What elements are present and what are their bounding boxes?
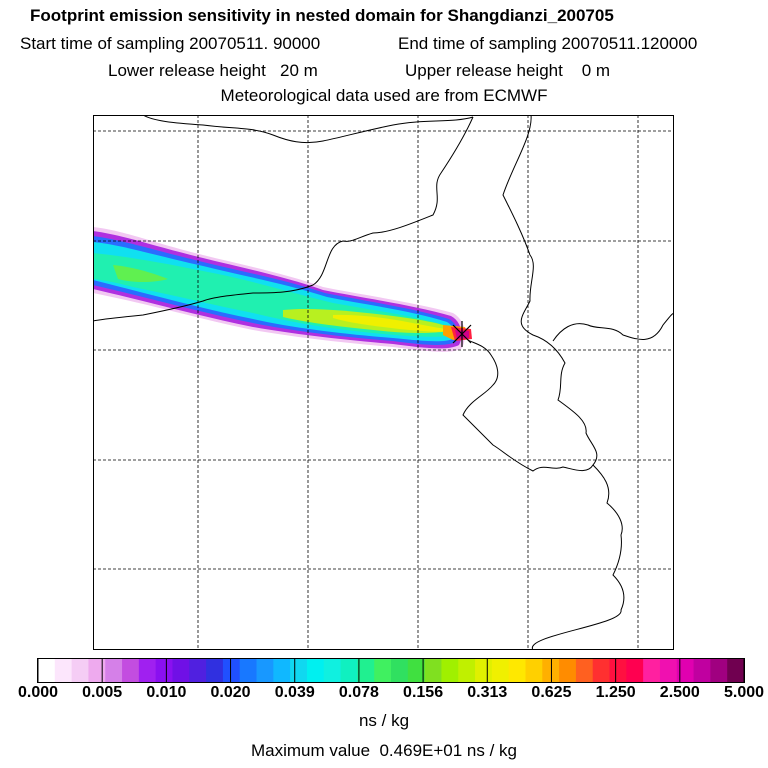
- colorbar-cell: [172, 659, 190, 682]
- colorbar-tick-label: 0.005: [82, 684, 123, 701]
- colorbar-cell: [105, 659, 123, 682]
- end-time-label: End time of sampling 20070511.120000: [398, 34, 698, 53]
- colorbar-cell: [290, 659, 308, 682]
- colorbar-cell: [222, 659, 241, 682]
- colorbar-tick-label: 0.000: [17, 684, 59, 701]
- colorbar-cell: [88, 659, 106, 682]
- grid-lines: [93, 115, 674, 650]
- colorbar-cell: [206, 659, 224, 682]
- plume-layer-green: [113, 265, 168, 282]
- colorbar-cell: [609, 659, 627, 682]
- colorbar-cell: [374, 659, 392, 682]
- colorbar-cell: [592, 659, 611, 682]
- colorbar-cell: [626, 659, 644, 682]
- colorbar-tick-label: 0.156: [403, 684, 444, 701]
- chart-title: Footprint emission sensitivity in nested…: [30, 6, 614, 25]
- colorbar-cell: [122, 659, 140, 682]
- colorbar-tick-label: 2.500: [659, 684, 700, 701]
- colorbar-cell: [189, 659, 207, 682]
- lower-height-label: Lower release height 20 m: [108, 61, 318, 80]
- colorbar-cell: [340, 659, 358, 682]
- start-time-label: Start time of sampling 20070511. 90000: [20, 34, 321, 53]
- coastlines: [93, 115, 674, 650]
- colorbar-tick-label: 0.039: [274, 684, 315, 701]
- plume: [93, 227, 472, 352]
- plume-layer-yellow: [333, 314, 453, 332]
- footprint-map: [93, 115, 674, 650]
- colorbar-cell: [458, 659, 476, 682]
- colorbar-cell: [391, 659, 409, 682]
- colorbar-cell: [273, 659, 291, 682]
- colorbar-tick-label: 0.078: [338, 684, 379, 701]
- upper-height-label: Upper release height 0 m: [405, 61, 611, 80]
- colorbar-tick-label: 0.020: [210, 684, 251, 701]
- colorbar-cell: [424, 659, 443, 682]
- colorbar-cell: [138, 659, 157, 682]
- map-frame: [93, 115, 674, 650]
- colorbar-cell: [306, 659, 325, 682]
- colorbar-tick-label: 5.000: [723, 684, 765, 701]
- colorbar-cell: [491, 659, 510, 682]
- colorbar-cell: [441, 659, 459, 682]
- colorbar-cell: [508, 659, 527, 682]
- colorbar-cells: [38, 659, 745, 682]
- colorbar-cell: [155, 659, 174, 682]
- colorbar-tick-label: 0.625: [531, 684, 572, 701]
- colorbar-cell: [71, 659, 90, 682]
- maximum-value-label: Maximum value 0.469E+01 ns / kg: [251, 741, 517, 760]
- colorbar-tick-label: 1.250: [595, 684, 636, 701]
- colorbar-cell: [659, 659, 678, 682]
- colorbar-cell: [559, 659, 577, 682]
- receptor-marker: [452, 321, 472, 347]
- colorbar-cell: [38, 659, 56, 682]
- colorbar-cell: [475, 659, 493, 682]
- colorbar-cell: [693, 659, 711, 682]
- colorbar-cell: [357, 659, 375, 682]
- colorbar-ticks: [37, 659, 745, 682]
- colorbar-cell: [256, 659, 274, 682]
- colorbar-cell: [575, 659, 594, 682]
- colorbar-cell: [323, 659, 342, 682]
- colorbar-unit-label: ns / kg: [358, 711, 410, 730]
- colorbar-tick-label: 0.313: [467, 684, 508, 701]
- colorbar-cell: [407, 659, 426, 682]
- colorbar-tick-label: 0.010: [146, 684, 187, 701]
- colorbar-cell: [676, 659, 695, 682]
- colorbar-cell: [643, 659, 661, 682]
- colorbar: [37, 658, 745, 683]
- colorbar-cell: [54, 659, 73, 682]
- colorbar-cell: [727, 659, 745, 682]
- colorbar-cell: [525, 659, 543, 682]
- met-data-label: Meteorological data used are from ECMWF: [220, 86, 548, 105]
- colorbar-cell: [710, 659, 728, 682]
- colorbar-cell: [239, 659, 258, 682]
